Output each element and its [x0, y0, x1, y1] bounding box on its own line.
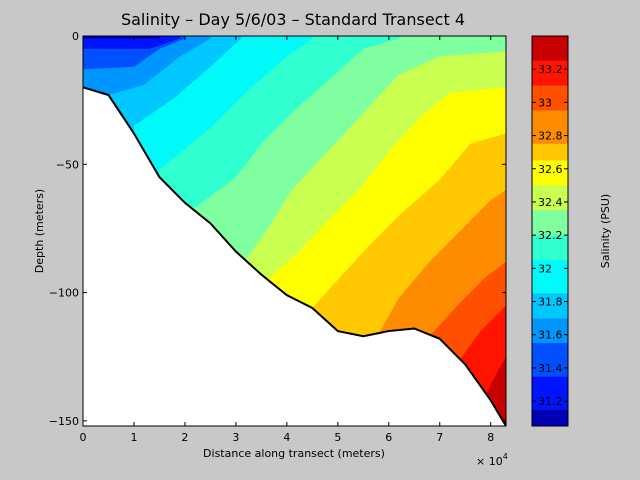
colorbar-band	[532, 143, 568, 161]
x-multiplier-exponent: 4	[503, 452, 508, 461]
x-tick-label: 8	[487, 431, 494, 444]
colorbar-tick-label: 33.2	[538, 63, 563, 76]
plot-frame	[82, 35, 507, 427]
colorbar-band	[532, 60, 568, 86]
plot-area: 0 1 2 3 4 5 6 7 8 0 −50 −100 −150	[49, 30, 507, 444]
x-tick-label: 0	[80, 431, 87, 444]
x-tick-label: 2	[181, 431, 188, 444]
chart-title: Salinity – Day 5/6/03 – Standard Transec…	[121, 10, 465, 29]
x-multiplier-base: × 10	[476, 455, 503, 468]
contour-band-31.3	[83, 36, 180, 49]
colorbar-label: Salinity (PSU)	[599, 194, 612, 268]
y-tick-label: −50	[56, 158, 79, 171]
x-tick-label: 4	[283, 431, 290, 444]
colorbar-frame	[531, 35, 569, 427]
colorbar-tick-label: 31.2	[538, 395, 563, 408]
y-axis-label: Depth (meters)	[33, 189, 46, 273]
colorbar-tick-label: 32	[538, 262, 552, 275]
colorbar-band	[532, 85, 568, 111]
colorbar-band	[532, 160, 568, 186]
colorbar-tick-label: 32.8	[538, 130, 563, 143]
seabed-area	[83, 87, 506, 426]
colorbar-band	[532, 36, 568, 61]
x-tick-label: 1	[130, 431, 137, 444]
colorbar-band	[532, 293, 568, 319]
colorbar-tick-label: 31.4	[538, 362, 563, 375]
x-axis-multiplier: × 104	[476, 452, 508, 468]
colorbar-ticks: 31.2 31.4 31.6 31.8 32 32.2 32.4 32.6 32.8 33 33.2	[532, 63, 568, 408]
colorbar-band	[532, 110, 568, 144]
seafloor-line	[83, 86, 506, 426]
x-axis-label: Distance along transect (meters)	[203, 447, 385, 460]
colorbar-band	[532, 343, 568, 377]
x-tick-label: 5	[334, 431, 341, 444]
colorbar-band	[532, 376, 568, 410]
y-tick-label: 0	[72, 30, 79, 43]
colorbar-tick-label: 33	[538, 96, 552, 109]
colorbar-band	[532, 318, 568, 344]
colorbar-tick-label: 32.6	[538, 163, 563, 176]
colorbar-band	[532, 185, 568, 211]
contour-fill	[83, 36, 506, 426]
x-tick-label: 6	[385, 431, 392, 444]
colorbar-band	[532, 235, 568, 261]
x-axis-ticks: 0 1 2 3 4 5 6 7 8	[80, 36, 494, 444]
colorbar-band	[532, 409, 568, 426]
colorbar: 31.2 31.4 31.6 31.8 32 32.2 32.4 32.6 32.8 33 33.2…	[531, 35, 612, 427]
y-axis-ticks: 0 −50 −100 −150	[49, 30, 506, 428]
colorbar-tick-label: 31.6	[538, 329, 563, 342]
x-tick-label: 7	[436, 431, 443, 444]
colorbar-tick-label: 31.8	[538, 296, 563, 309]
colorbar-tick-label: 32.4	[538, 196, 563, 209]
colorbar-bands	[532, 36, 568, 426]
contour-band-31.1	[83, 36, 160, 39]
x-tick-label: 3	[232, 431, 239, 444]
y-tick-label: −150	[49, 415, 79, 428]
colorbar-band	[532, 260, 568, 294]
y-tick-label: −100	[49, 287, 79, 300]
colorbar-band	[532, 210, 568, 236]
colorbar-tick-label: 32.2	[538, 229, 563, 242]
